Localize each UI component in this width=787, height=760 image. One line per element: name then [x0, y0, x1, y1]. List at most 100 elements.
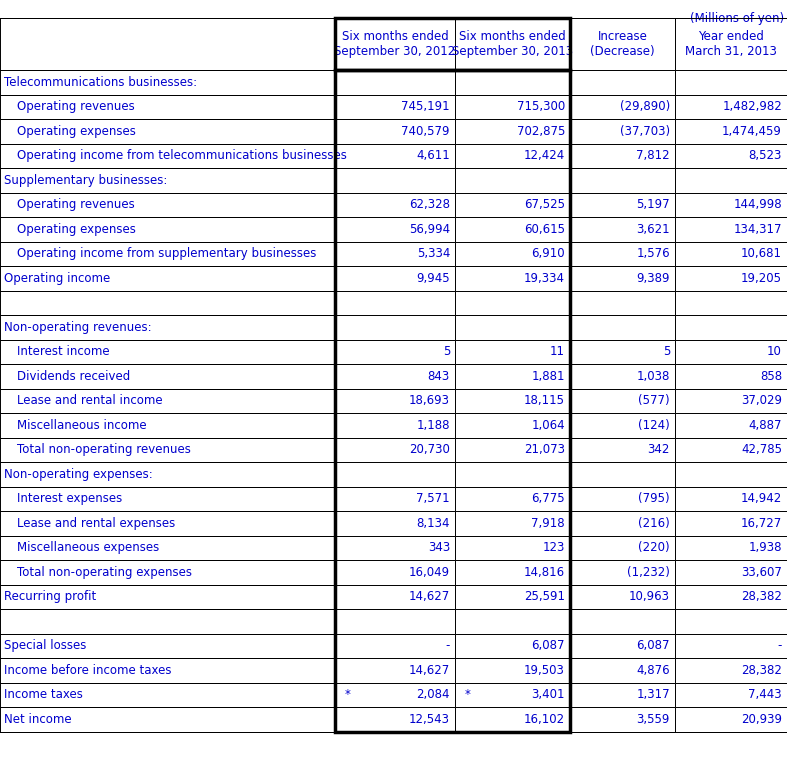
Bar: [570, 217, 675, 242]
Bar: [675, 682, 787, 707]
Text: 37,029: 37,029: [741, 394, 782, 407]
Bar: [335, 388, 455, 413]
Text: 14,627: 14,627: [408, 591, 450, 603]
Bar: [455, 486, 570, 511]
Text: 1,317: 1,317: [637, 689, 670, 701]
Bar: [455, 658, 570, 682]
Bar: [455, 18, 570, 70]
Bar: [675, 144, 787, 168]
Text: Non-operating expenses:: Non-operating expenses:: [4, 467, 153, 481]
Text: 1,938: 1,938: [748, 541, 782, 554]
Bar: [455, 119, 570, 144]
Bar: [455, 536, 570, 560]
Text: 6,910: 6,910: [531, 247, 565, 260]
Bar: [455, 70, 570, 94]
Bar: [335, 438, 455, 462]
Text: Operating expenses: Operating expenses: [17, 125, 136, 138]
Bar: [335, 560, 455, 584]
Bar: [570, 707, 675, 731]
Bar: [570, 462, 675, 486]
Bar: [570, 119, 675, 144]
Text: 16,727: 16,727: [741, 517, 782, 530]
Bar: [675, 707, 787, 731]
Text: 4,876: 4,876: [637, 663, 670, 676]
Text: 18,115: 18,115: [524, 394, 565, 407]
Bar: [675, 584, 787, 609]
Text: 3,401: 3,401: [531, 689, 565, 701]
Bar: [675, 462, 787, 486]
Text: Special losses: Special losses: [4, 639, 87, 652]
Bar: [570, 682, 675, 707]
Bar: [570, 144, 675, 168]
Bar: [675, 119, 787, 144]
Text: Net income: Net income: [4, 713, 72, 726]
Bar: [455, 242, 570, 266]
Bar: [335, 462, 455, 486]
Bar: [570, 340, 675, 364]
Text: 62,328: 62,328: [409, 198, 450, 211]
Text: 4,887: 4,887: [748, 419, 782, 432]
Text: Miscellaneous expenses: Miscellaneous expenses: [17, 541, 159, 554]
Bar: [335, 315, 455, 340]
Bar: [335, 486, 455, 511]
Bar: [455, 266, 570, 290]
Text: 16,102: 16,102: [524, 713, 565, 726]
Bar: [455, 94, 570, 119]
Bar: [570, 388, 675, 413]
Text: 6,775: 6,775: [531, 492, 565, 505]
Text: 1,576: 1,576: [637, 247, 670, 260]
Bar: [335, 511, 455, 536]
Text: 42,785: 42,785: [741, 443, 782, 456]
Text: 12,543: 12,543: [409, 713, 450, 726]
Text: Miscellaneous income: Miscellaneous income: [17, 419, 146, 432]
Text: 60,615: 60,615: [524, 223, 565, 236]
Bar: [335, 168, 455, 192]
Bar: [335, 119, 455, 144]
Bar: [335, 70, 455, 94]
Bar: [455, 634, 570, 658]
Bar: [675, 315, 787, 340]
Text: (37,703): (37,703): [620, 125, 670, 138]
Bar: [570, 168, 675, 192]
Bar: [570, 242, 675, 266]
Text: 5,197: 5,197: [637, 198, 670, 211]
Bar: [455, 584, 570, 609]
Text: 1,881: 1,881: [531, 370, 565, 383]
Bar: [335, 584, 455, 609]
Text: 740,579: 740,579: [401, 125, 450, 138]
Bar: [570, 560, 675, 584]
Bar: [335, 217, 455, 242]
Bar: [455, 413, 570, 438]
Bar: [675, 94, 787, 119]
Bar: [455, 462, 570, 486]
Bar: [570, 18, 675, 70]
Text: Increase
(Decrease): Increase (Decrease): [590, 30, 655, 58]
Bar: [335, 609, 455, 634]
Bar: [675, 438, 787, 462]
Text: 18,693: 18,693: [409, 394, 450, 407]
Text: Income taxes: Income taxes: [4, 689, 83, 701]
Bar: [455, 217, 570, 242]
Text: 4,611: 4,611: [416, 149, 450, 162]
Text: Telecommunications businesses:: Telecommunications businesses:: [4, 76, 197, 89]
Bar: [675, 536, 787, 560]
Text: (29,890): (29,890): [619, 100, 670, 113]
Bar: [335, 634, 455, 658]
Text: 1,188: 1,188: [416, 419, 450, 432]
Bar: [335, 707, 455, 731]
Text: Operating income from telecommunications businesses: Operating income from telecommunications…: [17, 149, 347, 162]
Bar: [455, 290, 570, 315]
Bar: [675, 658, 787, 682]
Text: Supplementary businesses:: Supplementary businesses:: [4, 174, 168, 187]
Text: Lease and rental expenses: Lease and rental expenses: [17, 517, 176, 530]
Bar: [675, 168, 787, 192]
Text: 20,939: 20,939: [741, 713, 782, 726]
Text: (577): (577): [638, 394, 670, 407]
Text: 33,607: 33,607: [741, 565, 782, 579]
Bar: [335, 18, 570, 70]
Bar: [335, 536, 455, 560]
Text: Six months ended
September 30, 2013: Six months ended September 30, 2013: [452, 30, 573, 58]
Bar: [570, 609, 675, 634]
Bar: [335, 192, 455, 217]
Text: 715,300: 715,300: [517, 100, 565, 113]
